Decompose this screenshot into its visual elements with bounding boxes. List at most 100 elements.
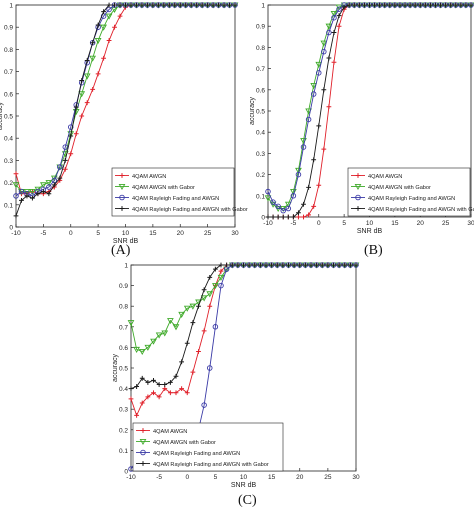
- x-tick-label: 25: [324, 474, 332, 481]
- marker: [84, 100, 90, 106]
- marker: [167, 380, 173, 385]
- marker: [448, 2, 454, 8]
- marker: [13, 213, 19, 219]
- y-tick-label: 0.4: [4, 136, 13, 143]
- marker: [443, 2, 449, 8]
- y-tick-label: 0: [261, 215, 265, 222]
- y-tick-label: 0.4: [119, 386, 128, 393]
- x-tick-label: 5: [342, 220, 346, 227]
- marker: [275, 214, 281, 220]
- marker: [342, 262, 348, 268]
- marker: [311, 157, 317, 163]
- marker: [12, 182, 20, 189]
- y-tick-label: 0.2: [119, 427, 128, 434]
- x-tick-label: -10: [11, 230, 21, 237]
- x-tick-label: 30: [231, 230, 239, 237]
- y-tick-label: 1: [124, 263, 128, 270]
- x-tick-label: -5: [156, 474, 162, 481]
- marker: [257, 262, 263, 268]
- marker: [201, 287, 207, 293]
- chart-panel-2: 0 0.1 0.2 0.3 0.4 0.5 0.6 0.7 0.8 0.9 1 -10 -5 0 5 10 15…: [249, 2, 474, 235]
- marker: [201, 402, 207, 408]
- caption-c: (C): [238, 493, 257, 508]
- marker: [196, 349, 201, 354]
- marker: [306, 184, 311, 190]
- marker: [417, 2, 423, 8]
- y-tick-label: 0.8: [4, 47, 13, 54]
- marker: [331, 30, 337, 35]
- x-tick-label: -5: [40, 230, 46, 237]
- x-tick-label: -5: [290, 220, 296, 227]
- marker: [291, 262, 297, 268]
- marker: [269, 262, 275, 268]
- marker: [336, 13, 342, 18]
- marker: [227, 2, 232, 8]
- marker: [320, 40, 328, 47]
- marker: [139, 400, 145, 406]
- marker: [265, 214, 271, 220]
- marker: [13, 171, 19, 177]
- legend-box: [132, 422, 284, 472]
- marker: [40, 189, 46, 194]
- marker: [296, 214, 301, 220]
- marker: [18, 188, 25, 195]
- y-axis-label: accuracy: [249, 96, 256, 125]
- legend: 4QAM AWGN 4QAM AWGN with Gabor 4QAM Raylei…: [347, 167, 474, 217]
- marker: [156, 394, 162, 400]
- marker: [62, 144, 69, 150]
- marker: [252, 262, 258, 268]
- marker: [100, 24, 107, 31]
- marker: [46, 191, 52, 197]
- marker: [172, 2, 178, 8]
- legend-entry: 4QAM AWGN: [132, 174, 166, 180]
- marker: [468, 2, 474, 8]
- marker: [140, 428, 146, 433]
- y-tick-label: 0.3: [256, 151, 265, 158]
- x-tick-label: 20: [417, 220, 425, 227]
- marker: [336, 6, 342, 12]
- marker: [89, 55, 97, 62]
- legend-entry: 4QAM Rayleigh Fading and AWGN: [132, 196, 219, 202]
- marker: [150, 2, 156, 8]
- marker: [140, 449, 146, 456]
- marker: [308, 262, 314, 268]
- x-tick-label: 25: [204, 230, 212, 237]
- marker: [319, 262, 325, 268]
- marker: [166, 2, 172, 8]
- marker: [134, 412, 140, 418]
- marker: [101, 55, 106, 61]
- y-tick-label: 0.6: [119, 345, 128, 352]
- y-tick-label: 0.3: [119, 407, 128, 414]
- marker: [301, 214, 306, 220]
- marker: [133, 346, 140, 353]
- marker: [321, 146, 327, 152]
- marker: [128, 396, 134, 402]
- x-tick-label: 20: [296, 474, 304, 481]
- marker: [321, 48, 327, 55]
- marker: [161, 330, 169, 337]
- marker: [285, 205, 292, 212]
- marker: [297, 262, 303, 268]
- legend-box: [347, 167, 471, 217]
- marker: [73, 104, 79, 110]
- y-tick-label: 0.4: [256, 130, 265, 137]
- marker: [173, 373, 179, 379]
- marker: [296, 210, 301, 216]
- marker: [280, 207, 286, 214]
- marker: [206, 291, 214, 298]
- marker: [119, 173, 125, 178]
- marker: [387, 2, 393, 8]
- marker: [295, 171, 302, 178]
- marker: [316, 182, 322, 188]
- x-tick-label: 5: [214, 474, 218, 481]
- marker: [305, 116, 312, 123]
- marker: [355, 194, 361, 201]
- marker: [331, 59, 337, 65]
- marker: [355, 206, 361, 211]
- y-tick-label: 1: [261, 3, 265, 10]
- marker: [326, 29, 332, 36]
- marker: [51, 182, 57, 188]
- marker: [316, 123, 322, 129]
- marker: [179, 359, 185, 365]
- marker: [190, 369, 196, 375]
